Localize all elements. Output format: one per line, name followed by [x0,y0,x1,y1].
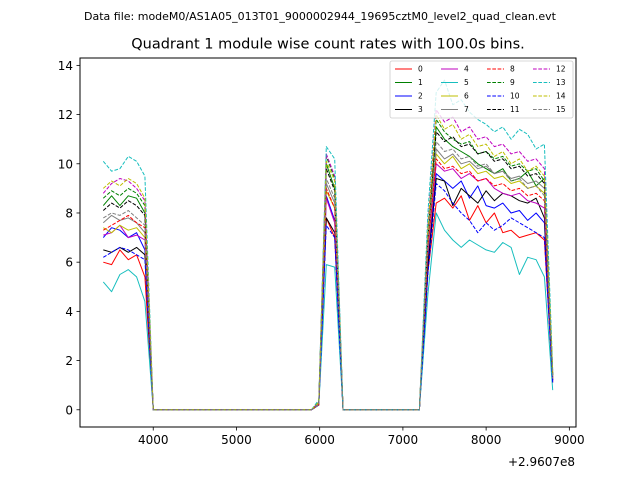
legend-label-12: 12 [556,65,566,74]
legend-label-10: 10 [510,92,520,101]
legend-label-4: 4 [464,65,469,74]
x-tick-label-4000: 4000 [138,433,169,447]
y-tick-label-2: 2 [65,354,73,368]
x-tick-label-9000: 9000 [554,433,585,447]
legend-label-7: 7 [464,105,469,114]
y-tick-label-8: 8 [65,206,73,220]
legend-box [389,60,574,119]
x-tick-label-8000: 8000 [471,433,502,447]
y-tick-label-10: 10 [58,157,73,171]
plot-area [102,79,554,411]
x-axis-offset-label: +2.9607e8 [508,455,575,469]
legend-label-0: 0 [418,65,423,74]
legend-label-11: 11 [510,105,520,114]
series-line-15 [103,141,554,411]
chart-title: Quadrant 1 module wise count rates with … [131,37,525,53]
legend-label-8: 8 [510,65,515,74]
legend-label-13: 13 [556,78,566,87]
x-axis: 4000 5000 6000 7000 8000 9000 [138,427,585,447]
legend-label-5: 5 [464,78,469,87]
legend-label-15: 15 [556,105,566,114]
legend-label-2: 2 [418,92,423,101]
legend-label-6: 6 [464,92,469,101]
legend-label-14: 14 [556,92,566,101]
y-tick-label-6: 6 [65,256,73,270]
legend-label-1: 1 [418,78,423,87]
y-tick-label-14: 14 [58,59,73,73]
legend-label-9: 9 [510,78,515,87]
y-tick-label-4: 4 [65,305,73,319]
y-axis: 0 2 4 6 8 10 12 14 [58,59,80,417]
figure-suptitle: Data file: modeM0/AS1A05_013T01_90000029… [84,10,557,23]
y-tick-label-12: 12 [58,108,73,122]
x-tick-label-5000: 5000 [221,433,252,447]
x-tick-label-7000: 7000 [388,433,419,447]
x-tick-label-6000: 6000 [304,433,335,447]
legend-label-3: 3 [418,105,423,114]
plot-frame [79,57,577,428]
y-tick-label-0: 0 [65,403,73,417]
